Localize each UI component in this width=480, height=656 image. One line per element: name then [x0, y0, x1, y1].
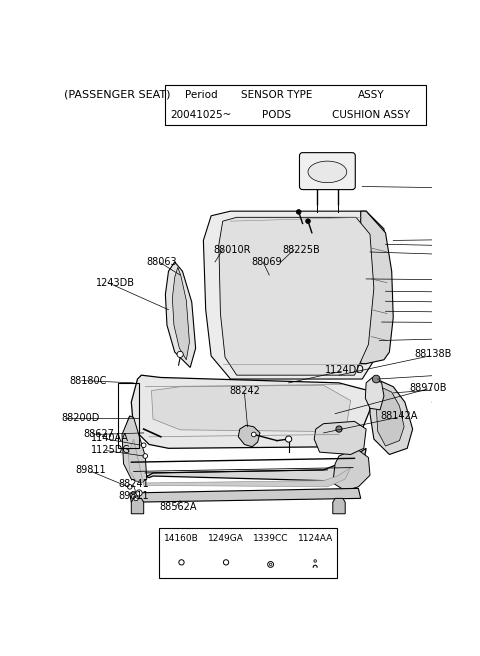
Circle shape: [179, 560, 184, 565]
Circle shape: [314, 560, 316, 562]
Circle shape: [296, 210, 301, 215]
Polygon shape: [166, 262, 196, 367]
Text: ASSY: ASSY: [358, 90, 384, 100]
Polygon shape: [376, 387, 404, 446]
Text: (PASSENGER SEAT): (PASSENGER SEAT): [64, 89, 170, 100]
Circle shape: [133, 496, 138, 501]
Text: Period: Period: [185, 90, 217, 100]
Text: CUSHION ASSY: CUSHION ASSY: [332, 110, 410, 120]
Polygon shape: [262, 248, 281, 306]
Text: 88627: 88627: [83, 430, 114, 440]
Polygon shape: [360, 211, 393, 363]
Text: 88138B: 88138B: [414, 350, 452, 359]
Circle shape: [336, 426, 342, 432]
Text: 88069: 88069: [252, 257, 282, 267]
Circle shape: [143, 454, 147, 459]
Text: 88970B: 88970B: [409, 383, 447, 393]
Polygon shape: [172, 268, 190, 359]
Text: 1249GA: 1249GA: [208, 534, 244, 543]
Text: 20041025~: 20041025~: [170, 110, 232, 120]
Polygon shape: [204, 211, 389, 379]
Text: 88562A: 88562A: [159, 502, 197, 512]
Circle shape: [372, 375, 380, 383]
Polygon shape: [370, 379, 413, 455]
Text: 14160B: 14160B: [164, 534, 199, 543]
Polygon shape: [283, 248, 300, 306]
Text: 88225B: 88225B: [282, 245, 320, 255]
Text: 88142A: 88142A: [380, 411, 418, 421]
Text: 88242: 88242: [229, 386, 260, 396]
Text: 1339CC: 1339CC: [253, 534, 288, 543]
Bar: [159, 528, 337, 579]
Polygon shape: [219, 217, 374, 375]
Polygon shape: [365, 377, 384, 410]
Bar: [165, 85, 426, 125]
Text: SENSOR TYPE: SENSOR TYPE: [241, 90, 312, 100]
Text: 1124DD: 1124DD: [325, 365, 365, 375]
Polygon shape: [333, 448, 370, 491]
Text: 1124AA: 1124AA: [298, 534, 333, 543]
Circle shape: [269, 564, 272, 565]
Text: 88063: 88063: [147, 257, 178, 267]
Polygon shape: [123, 416, 366, 483]
Polygon shape: [132, 499, 144, 514]
Circle shape: [286, 436, 292, 442]
Text: PODS: PODS: [263, 110, 291, 120]
Circle shape: [177, 352, 183, 358]
Polygon shape: [132, 375, 370, 448]
Text: 88180C: 88180C: [69, 375, 107, 386]
Circle shape: [136, 490, 142, 496]
Circle shape: [223, 560, 228, 565]
Polygon shape: [314, 421, 366, 455]
Text: 1125DG: 1125DG: [91, 445, 131, 455]
Polygon shape: [152, 385, 350, 432]
Circle shape: [252, 432, 256, 437]
Text: 1140AA: 1140AA: [91, 432, 129, 443]
Polygon shape: [238, 425, 260, 447]
Text: 1243DB: 1243DB: [96, 277, 135, 288]
Text: 88241: 88241: [118, 479, 149, 489]
Ellipse shape: [308, 161, 347, 182]
Polygon shape: [128, 439, 350, 487]
Polygon shape: [130, 488, 360, 502]
Polygon shape: [122, 416, 147, 483]
Text: 89811: 89811: [118, 491, 149, 501]
Circle shape: [306, 219, 311, 224]
Circle shape: [142, 443, 146, 447]
Text: 88200D: 88200D: [61, 413, 100, 422]
FancyBboxPatch shape: [300, 153, 355, 190]
Text: 88010R: 88010R: [214, 245, 251, 255]
Polygon shape: [333, 499, 345, 514]
Circle shape: [268, 562, 274, 567]
Text: 89811: 89811: [75, 465, 106, 475]
Circle shape: [127, 485, 132, 489]
